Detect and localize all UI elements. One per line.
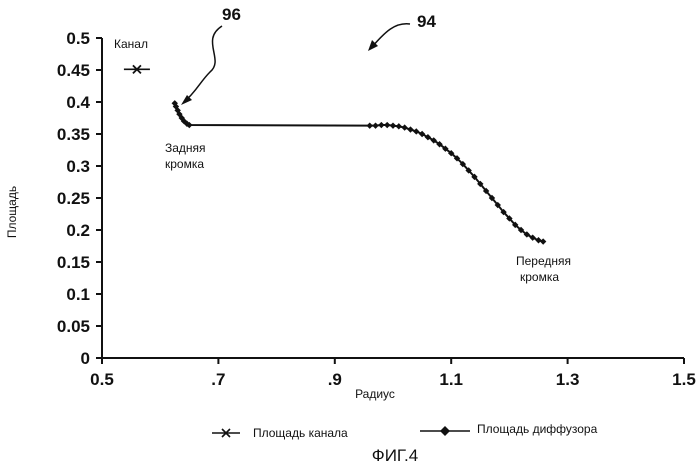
- annotation-leading-edge-line1: Передняя: [516, 254, 571, 268]
- diffuser-point-marker: [413, 128, 419, 134]
- legend-label-channel: Площадь канала: [253, 426, 348, 440]
- y-tick-label: 0.05: [57, 317, 90, 336]
- legend-marker-diamond-icon: [440, 426, 450, 436]
- y-tick-label: 0.15: [57, 253, 90, 272]
- x-tick-label: 1.5: [672, 370, 696, 389]
- diffuser-point-marker: [378, 122, 384, 128]
- diffuser-point-marker: [384, 122, 390, 128]
- diffuser-point-marker: [372, 122, 378, 128]
- y-tick-label: 0.1: [66, 285, 90, 304]
- figure-caption: ФИГ.4: [372, 446, 418, 465]
- chart-legend: Площадь канала Площадь диффузора: [212, 422, 598, 440]
- reference-numeral-94: 94: [417, 12, 436, 31]
- leader-arrow-96: [184, 26, 222, 102]
- x-tick-label: 1.1: [439, 370, 463, 389]
- y-tick-label: 0.25: [57, 189, 90, 208]
- x-tick-label: .7: [211, 370, 225, 389]
- x-tick-label: 0.5: [90, 370, 114, 389]
- y-axis-title: Площадь: [5, 186, 19, 238]
- y-tick-label: 0.5: [66, 29, 90, 48]
- diffuser-series-line: [175, 103, 543, 241]
- annotation-trailing-edge-line1: Задняя: [165, 141, 206, 155]
- annotation-channel: Канал: [114, 37, 148, 51]
- diffuser-point-marker: [367, 122, 373, 128]
- y-tick-label: 0.3: [66, 157, 90, 176]
- diffuser-point-marker: [396, 123, 402, 129]
- diffuser-point-marker: [390, 122, 396, 128]
- reference-numeral-96: 96: [222, 5, 241, 24]
- legend-label-diffuser: Площадь диффузора: [477, 422, 598, 436]
- annotation-leading-edge-line2: кромка: [520, 270, 559, 284]
- x-axis-title: Радиус: [355, 387, 395, 401]
- y-tick-label: 0.2: [66, 221, 90, 240]
- y-tick-label: 0: [81, 349, 90, 368]
- y-axis-ticks: 0 0.05 0.1 0.15 0.2 0.25 0.3 0.35 0.4 0.45 0.5: [57, 29, 102, 368]
- x-axis-ticks: 0.5 .7 .9 1.1 1.3 1.5: [90, 358, 696, 389]
- annotation-trailing-edge-line2: кромка: [165, 157, 204, 171]
- diffuser-point-marker: [407, 126, 413, 132]
- x-tick-label: .9: [328, 370, 342, 389]
- series-layer: [124, 65, 546, 244]
- y-tick-label: 0.45: [57, 61, 90, 80]
- leader-arrow-94: [372, 24, 410, 47]
- diffuser-point-marker: [540, 238, 546, 244]
- diffuser-point-marker: [535, 237, 541, 243]
- y-tick-label: 0.4: [66, 93, 90, 112]
- diffuser-point-marker: [401, 124, 407, 130]
- y-tick-label: 0.35: [57, 125, 90, 144]
- chart-axes: [102, 38, 684, 358]
- x-tick-label: 1.3: [556, 370, 580, 389]
